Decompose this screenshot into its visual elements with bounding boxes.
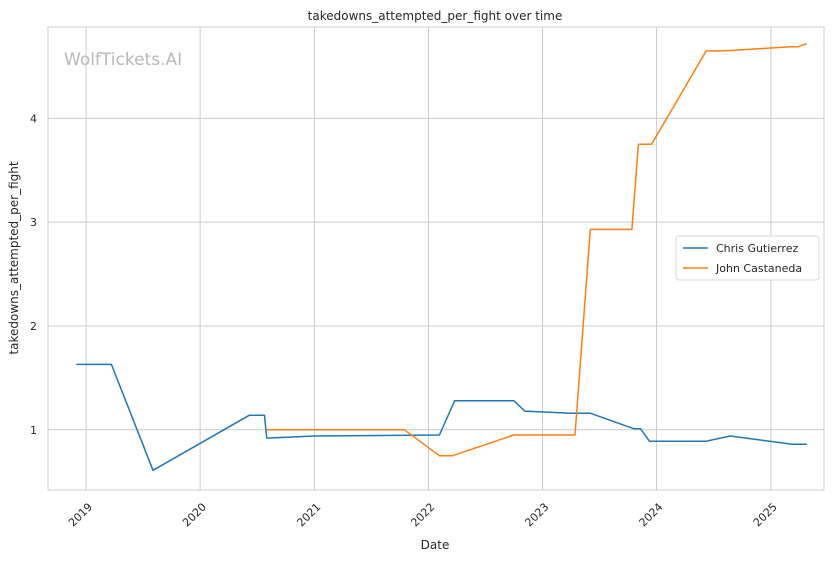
x-tick-label: 2020	[180, 500, 209, 529]
x-tick-label: 2025	[751, 500, 780, 529]
x-tick-label: 2019	[66, 500, 95, 529]
y-tick-label: 2	[30, 320, 37, 333]
x-tick-label: 2021	[294, 500, 323, 529]
chart-title: takedowns_attempted_per_fight over time	[308, 9, 563, 23]
y-tick-label: 1	[30, 424, 37, 437]
series-layer	[76, 42, 808, 472]
x-tick-labels: 2019 2020 2021 2022 2023 2024 2025	[66, 500, 780, 529]
series-line-john-castaneda	[266, 42, 808, 457]
x-gridlines	[85, 27, 772, 490]
y-tick-label: 3	[30, 216, 37, 229]
y-tick-labels: 1 2 3 4	[30, 112, 37, 436]
plot-frame	[47, 26, 825, 491]
watermark: WolfTickets.AI	[64, 50, 182, 70]
x-axis-title: Date	[421, 538, 450, 552]
legend-label-john-castaneda: John Castaneda	[715, 262, 802, 275]
legend-box	[675, 235, 820, 281]
x-tick-label: 2023	[522, 500, 551, 529]
legend-label-chris-gutierrez: Chris Gutierrez	[716, 242, 798, 255]
y-axis-title: takedowns_attempted_per_fight	[7, 161, 21, 354]
y-tick-label: 4	[30, 112, 37, 125]
series-line-chris-gutierrez	[76, 363, 807, 472]
y-gridlines	[48, 117, 824, 431]
legend: Chris Gutierrez John Castaneda	[675, 235, 820, 281]
x-tick-label: 2022	[408, 500, 437, 529]
x-tick-label: 2024	[637, 500, 666, 529]
